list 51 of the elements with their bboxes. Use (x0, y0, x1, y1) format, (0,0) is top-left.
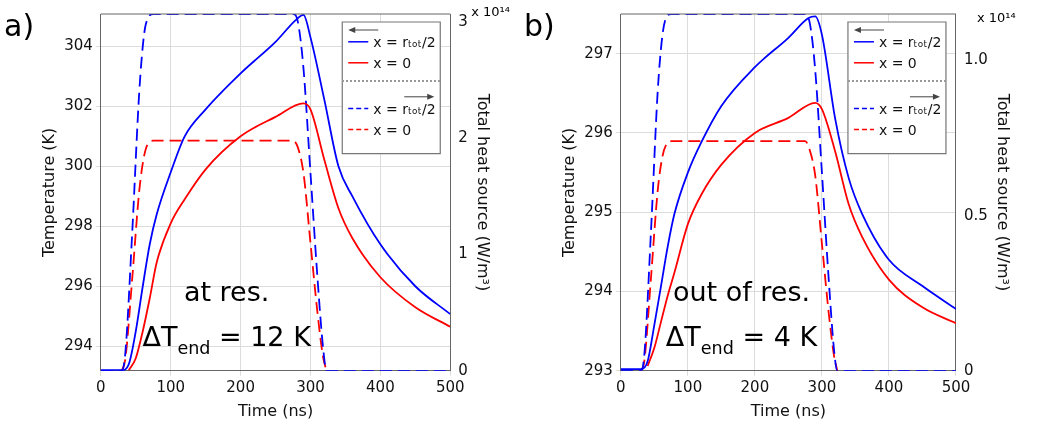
x-tick-label: 100 (673, 377, 703, 396)
x-tick-label: 500 (435, 377, 465, 396)
y-tick-label: 298 (64, 216, 93, 235)
y2-axis-title: Total heat source (W/m³) (994, 92, 1014, 292)
chart-title: b) (524, 8, 555, 43)
x-tick-label: 200 (226, 377, 255, 396)
y-tick-label: 296 (584, 122, 613, 141)
legend-label: x = rₜₒₜ/2 (878, 33, 942, 50)
y-tick-label: 295 (584, 202, 613, 221)
x-tick-label: 300 (296, 377, 325, 396)
line-series (646, 101, 956, 367)
legend-label: x = 0 (878, 121, 917, 138)
x-tick-label: 0 (96, 377, 106, 396)
text: x 10¹⁴ (976, 10, 1016, 25)
x-tick-label: 100 (156, 377, 186, 396)
y2-axis-title: Total heat source (W/m³) (474, 92, 494, 292)
y-tick-label: 294 (584, 281, 613, 300)
text: x 10¹⁴ (471, 4, 511, 20)
legend-label: x = 0 (373, 121, 412, 138)
y-tick-label: 304 (64, 36, 93, 55)
annotation: at res. (183, 275, 270, 307)
y-tick-label: 302 (64, 96, 93, 115)
y-axis-title: Temperature (K) (558, 127, 578, 259)
y-tick-label: 297 (584, 43, 613, 62)
y-tick-label: 296 (64, 276, 93, 295)
y-tick-label: 300 (64, 156, 93, 175)
x-axis-title: Time (ns) (749, 400, 826, 420)
x-tick-label: 400 (366, 377, 395, 396)
legend-label: x = rₜₒₜ/2 (373, 33, 436, 50)
y2-tick-label: 0 (458, 360, 468, 379)
y2-tick-label: 0 (963, 360, 974, 379)
y2-tick-label: 1 (458, 244, 468, 263)
legend-label: x = 0 (878, 54, 917, 71)
y2-tick-label: 3 (458, 12, 468, 31)
x-tick-label: 200 (740, 377, 770, 396)
x-tick-label: 500 (941, 377, 971, 396)
y2-tick-label: 0.5 (963, 205, 988, 224)
legend-label: x = rₜₒₜ/2 (878, 100, 942, 117)
x-tick-label: 300 (807, 377, 837, 396)
chart-title: a) (4, 8, 35, 43)
y-tick-label: 294 (64, 336, 93, 355)
x-tick-label: 0 (616, 377, 626, 396)
y2-tick-label: 1.0 (963, 50, 988, 69)
x-tick-label: 400 (874, 377, 904, 396)
y-tick-label: 293 (584, 360, 613, 379)
legend-label: x = rₜₒₜ/2 (373, 100, 436, 117)
y-axis-title: Temperature (K) (38, 127, 58, 259)
legend-label: x = 0 (373, 54, 412, 71)
annotation: out of res. (672, 275, 811, 307)
y2-tick-label: 2 (458, 128, 468, 147)
x-axis-title: Time (ns) (236, 400, 314, 420)
